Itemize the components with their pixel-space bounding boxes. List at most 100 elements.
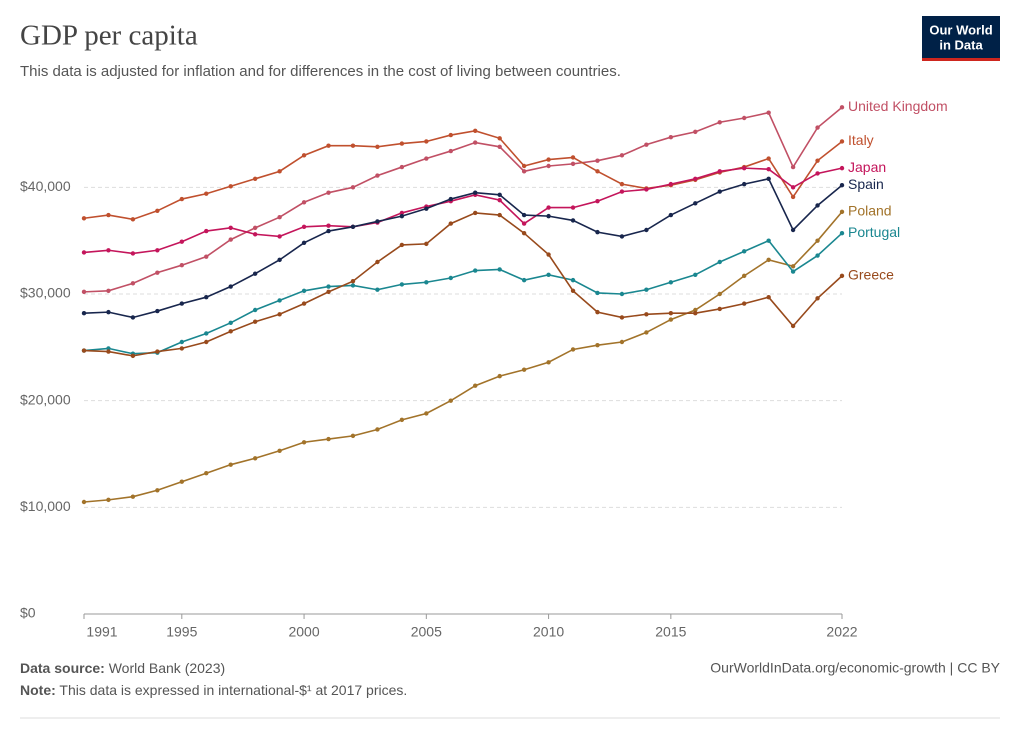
data-point	[106, 349, 111, 354]
logo-text: Our World	[929, 22, 992, 37]
data-point	[644, 227, 649, 233]
data-point	[130, 353, 136, 359]
data-point	[790, 269, 796, 274]
data-point	[668, 212, 674, 218]
data-point	[424, 241, 429, 247]
data-point	[570, 205, 576, 210]
x-tick-label: 2022	[826, 624, 857, 640]
data-point	[668, 317, 674, 322]
data-point	[350, 224, 356, 229]
data-point	[790, 264, 796, 269]
data-point	[301, 240, 307, 245]
data-point	[179, 479, 185, 484]
data-point	[497, 373, 502, 379]
data-point	[717, 120, 722, 125]
data-point	[521, 367, 527, 372]
data-point	[81, 216, 87, 221]
data-point	[473, 383, 478, 388]
data-point	[350, 279, 356, 284]
data-point	[106, 288, 111, 293]
data-point	[448, 398, 453, 403]
data-point	[815, 125, 820, 130]
data-point	[301, 440, 307, 445]
data-point	[399, 210, 405, 216]
data-point	[106, 248, 111, 253]
data-point	[399, 242, 405, 248]
data-point	[204, 295, 209, 300]
data-point	[570, 161, 576, 167]
legend-label: Poland	[848, 203, 892, 219]
data-point	[790, 164, 796, 170]
data-point	[766, 167, 771, 172]
legend-label: Spain	[848, 176, 884, 192]
data-point	[497, 192, 502, 197]
x-tick-label: 2010	[533, 624, 564, 640]
y-tick-label: $40,000	[20, 178, 71, 194]
data-point	[228, 225, 233, 231]
data-point	[301, 200, 307, 205]
data-point	[155, 208, 160, 213]
data-point	[81, 348, 87, 353]
note-label: Note:	[20, 682, 56, 698]
data-point	[375, 173, 380, 178]
data-point	[497, 212, 502, 218]
data-point	[619, 189, 625, 194]
data-point	[301, 153, 307, 158]
data-point	[546, 163, 551, 169]
data-point	[326, 223, 331, 228]
data-point	[717, 259, 722, 265]
data-point	[546, 213, 551, 219]
data-point	[595, 158, 600, 163]
source-label: Data source:	[20, 660, 105, 676]
x-tick-label: 2015	[655, 624, 686, 640]
logo-box	[922, 16, 1000, 60]
data-point	[81, 289, 87, 295]
data-point	[815, 253, 820, 258]
data-point	[790, 194, 796, 200]
data-point	[204, 254, 209, 259]
data-point	[668, 135, 674, 140]
data-point	[668, 181, 674, 187]
data-point	[644, 287, 649, 292]
data-point	[521, 212, 527, 218]
data-point	[179, 301, 185, 306]
data-point	[448, 221, 453, 226]
data-point	[570, 277, 576, 283]
data-point	[815, 238, 820, 243]
data-point	[326, 143, 331, 148]
data-point	[839, 139, 845, 144]
data-point	[815, 158, 820, 163]
data-point	[595, 309, 600, 315]
data-point	[619, 181, 625, 187]
data-point	[179, 346, 185, 351]
data-point	[546, 360, 551, 365]
logo-stripe	[922, 58, 1000, 61]
legend-label: Japan	[848, 159, 886, 175]
data-point	[668, 280, 674, 285]
data-point	[790, 227, 796, 233]
data-point	[473, 128, 478, 133]
data-point	[546, 157, 551, 162]
data-point	[693, 307, 698, 313]
data-point	[717, 169, 722, 174]
data-point	[130, 281, 136, 286]
logo: Our World in Data	[922, 16, 1000, 61]
data-point	[301, 224, 307, 229]
data-point	[448, 275, 453, 281]
data-point	[717, 189, 722, 194]
data-point	[717, 291, 722, 297]
data-point	[619, 339, 625, 345]
data-point	[693, 272, 698, 277]
data-point	[693, 201, 698, 206]
data-point	[326, 289, 331, 295]
data-point	[399, 213, 405, 219]
data-point	[497, 197, 502, 203]
data-point	[741, 181, 747, 187]
data-point	[448, 132, 453, 138]
data-point	[839, 209, 845, 215]
data-point	[839, 165, 845, 171]
license: OurWorldInData.org/economic-growth | CC …	[710, 660, 1000, 676]
data-point	[619, 315, 625, 320]
data-point	[766, 257, 771, 263]
data-point	[106, 497, 111, 503]
